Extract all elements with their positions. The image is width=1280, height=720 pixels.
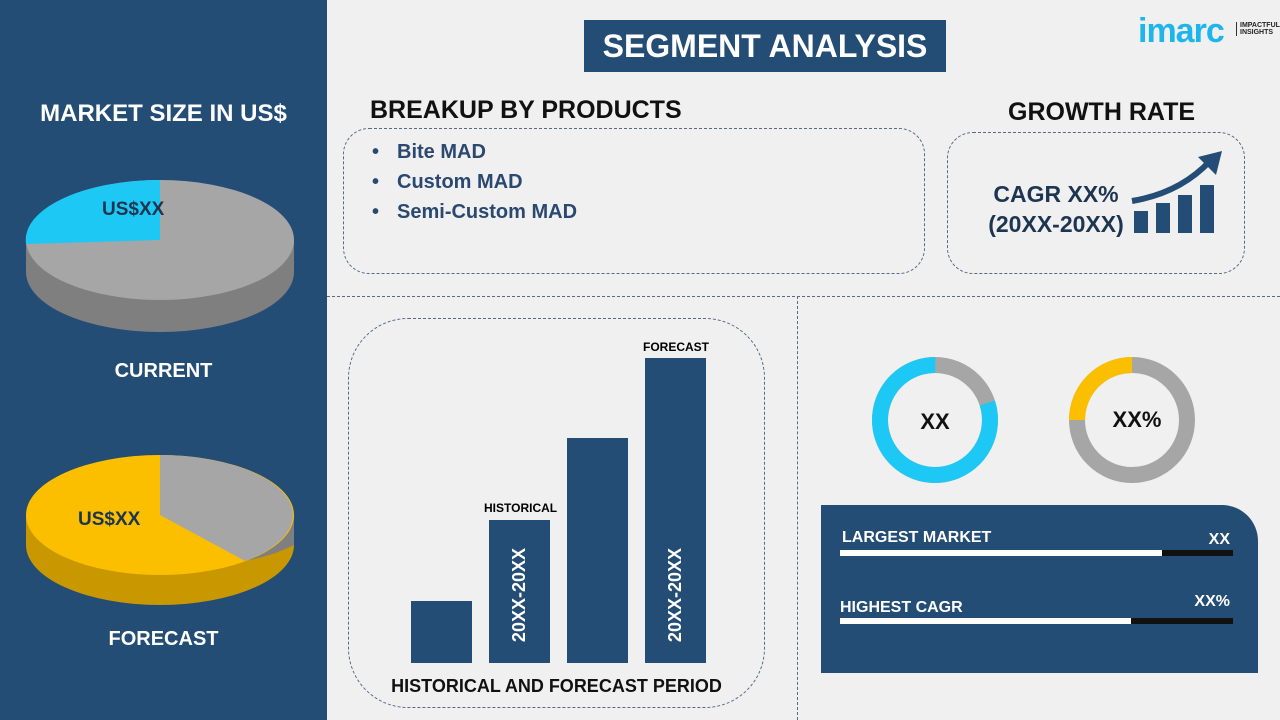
bar-1 [411, 601, 472, 663]
market-size-panel: MARKET SIZE IN US$ US$XX CURRENT US$XX F… [0, 0, 327, 720]
historical-label: HISTORICAL [484, 501, 558, 515]
highest-cagr-value: XX% [1194, 593, 1230, 610]
cagr-value: CAGR XX% [993, 181, 1119, 207]
forecast-value: US$XX [78, 509, 141, 530]
bar-forecast: 20XX-20XX [645, 358, 706, 663]
highest-cagr-bar [840, 618, 1233, 624]
highest-cagr-label: HIGHEST CAGR [840, 599, 963, 616]
forecast-range: 20XX-20XX [665, 548, 685, 643]
donut-fill-2 [1069, 357, 1195, 483]
market-size-title: MARKET SIZE IN US$ [40, 100, 287, 127]
donut-value-1: XX [920, 409, 950, 434]
imarc-logo: imarc [1138, 12, 1225, 50]
product-item: Custom MAD [344, 171, 924, 194]
forecast-pie-chart: US$XX [26, 455, 294, 605]
donut-charts: XX XX% [872, 357, 1195, 483]
logo-tagline: IMPACTFUL INSIGHTS [1236, 22, 1280, 36]
donut-value-2: XX% [1113, 407, 1162, 432]
stats-panel: LARGEST MARKET XX HIGHEST CAGR XX% [821, 505, 1258, 673]
current-pie-chart: US$XX [25, 179, 294, 332]
historical-range: 20XX-20XX [509, 548, 529, 643]
bar-historical: 20XX-20XX [489, 520, 550, 663]
growth-box: CAGR XX% (20XX-20XX) [947, 132, 1245, 274]
cagr-period: (20XX-20XX) [988, 211, 1124, 237]
forecast-label: FORECAST [108, 628, 219, 650]
page-title: SEGMENT ANALYSIS [584, 20, 946, 72]
largest-market-bar [840, 550, 1233, 556]
divider [797, 296, 798, 720]
current-value: US$XX [102, 199, 165, 220]
product-item: Bite MAD [344, 141, 924, 164]
current-label: CURRENT [114, 360, 213, 382]
forecast-label: FORECAST [643, 340, 709, 354]
bar-3 [567, 438, 628, 663]
growth-title: GROWTH RATE [1008, 98, 1196, 126]
largest-market-label: LARGEST MARKET [842, 529, 992, 546]
period-caption: HISTORICAL AND FORECAST PERIOD [391, 676, 722, 696]
product-item: Semi-Custom MAD [344, 201, 924, 224]
growth-chart-icon [1131, 151, 1222, 233]
period-chart-box [348, 318, 765, 708]
divider [327, 296, 1280, 297]
breakup-title: BREAKUP BY PRODUCTS [370, 96, 682, 124]
largest-market-value: XX [1208, 531, 1230, 548]
products-box: Bite MAD Custom MAD Semi-Custom MAD [343, 128, 925, 274]
